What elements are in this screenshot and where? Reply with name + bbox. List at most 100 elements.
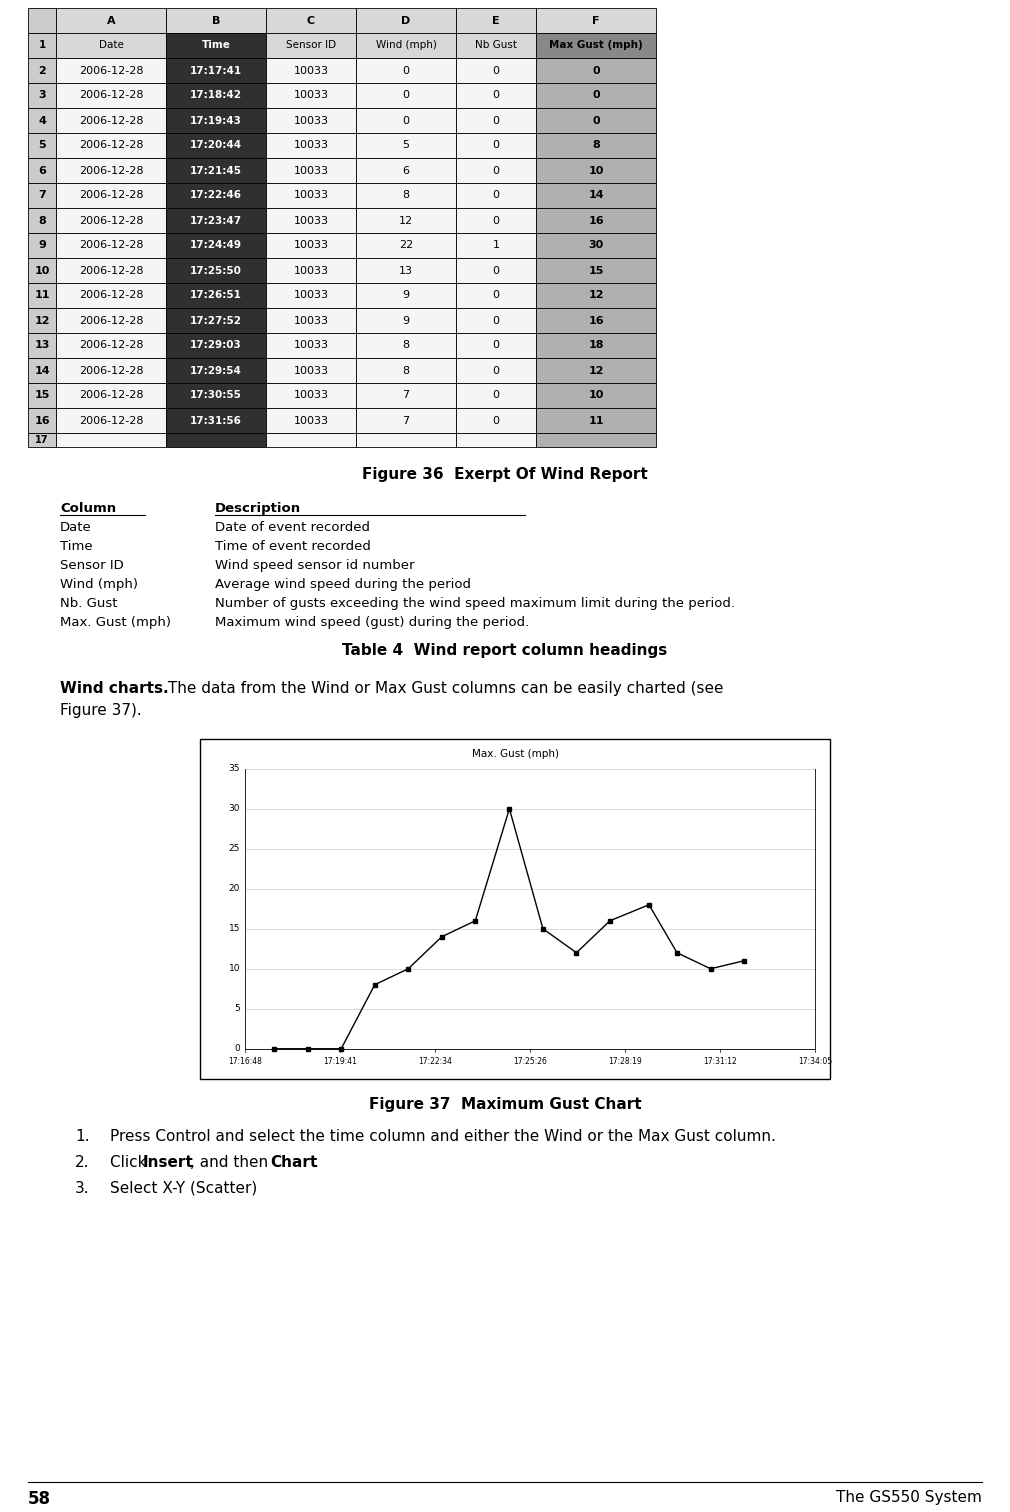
Bar — [356, 259, 456, 283]
Text: 2006-12-28: 2006-12-28 — [79, 366, 143, 375]
Text: Figure 37).: Figure 37). — [60, 703, 141, 718]
Bar — [166, 133, 266, 157]
Bar — [456, 209, 536, 233]
Bar — [536, 383, 656, 408]
Bar — [28, 383, 56, 408]
Bar — [356, 8, 456, 33]
Text: 7: 7 — [38, 191, 45, 201]
Text: 17:16:48: 17:16:48 — [228, 1057, 262, 1066]
Text: 4: 4 — [38, 115, 45, 125]
Text: 0: 0 — [493, 165, 500, 175]
Bar — [456, 432, 536, 446]
Text: Average wind speed during the period: Average wind speed during the period — [215, 578, 471, 591]
Text: 10033: 10033 — [294, 115, 328, 125]
Bar — [536, 333, 656, 358]
Text: Wind speed sensor id number: Wind speed sensor id number — [215, 559, 414, 572]
Text: 18: 18 — [588, 340, 604, 351]
Text: 0: 0 — [592, 91, 600, 100]
Bar — [456, 83, 536, 107]
Text: 10033: 10033 — [294, 240, 328, 251]
Bar — [536, 83, 656, 107]
Bar — [456, 33, 536, 57]
Text: 7: 7 — [402, 390, 410, 401]
Bar — [266, 133, 356, 157]
Bar — [356, 107, 456, 133]
Text: 17:26:51: 17:26:51 — [190, 290, 242, 301]
Bar — [166, 432, 266, 446]
Bar — [266, 8, 356, 33]
Text: 16: 16 — [588, 216, 604, 225]
Text: Wind (mph): Wind (mph) — [376, 41, 436, 50]
Text: 12: 12 — [588, 366, 604, 375]
Text: 17:25:50: 17:25:50 — [190, 266, 242, 275]
Text: 17:21:45: 17:21:45 — [190, 165, 242, 175]
Text: 0: 0 — [493, 191, 500, 201]
Bar — [266, 333, 356, 358]
Text: 0: 0 — [403, 91, 409, 100]
Text: 14: 14 — [34, 366, 49, 375]
Text: Maximum wind speed (gust) during the period.: Maximum wind speed (gust) during the per… — [215, 615, 529, 629]
Text: Time of event recorded: Time of event recorded — [215, 540, 371, 553]
Bar — [266, 33, 356, 57]
Text: D: D — [401, 15, 411, 26]
Text: 17:17:41: 17:17:41 — [190, 65, 242, 76]
Text: 17:30:55: 17:30:55 — [190, 390, 242, 401]
Text: 0: 0 — [493, 366, 500, 375]
Bar — [166, 57, 266, 83]
Text: 16: 16 — [34, 416, 49, 425]
Bar — [166, 83, 266, 107]
Text: 9: 9 — [38, 240, 45, 251]
Bar — [456, 133, 536, 157]
Bar — [166, 283, 266, 308]
Text: 3: 3 — [38, 91, 45, 100]
Bar — [28, 259, 56, 283]
Bar — [28, 233, 56, 259]
Text: 25: 25 — [228, 844, 240, 853]
Text: 17:19:43: 17:19:43 — [190, 115, 242, 125]
Text: 0: 0 — [403, 65, 409, 76]
Text: 0: 0 — [493, 141, 500, 151]
Bar — [536, 408, 656, 432]
Text: 2006-12-28: 2006-12-28 — [79, 316, 143, 325]
Text: 2006-12-28: 2006-12-28 — [79, 416, 143, 425]
Bar — [166, 333, 266, 358]
Bar — [56, 259, 166, 283]
Text: 12: 12 — [588, 290, 604, 301]
Bar — [166, 358, 266, 383]
Bar — [536, 358, 656, 383]
Bar — [356, 432, 456, 446]
Bar — [28, 57, 56, 83]
Text: Nb Gust: Nb Gust — [475, 41, 517, 50]
Text: Time: Time — [60, 540, 93, 553]
Bar — [166, 209, 266, 233]
Bar — [56, 358, 166, 383]
Text: 2006-12-28: 2006-12-28 — [79, 141, 143, 151]
Bar — [456, 383, 536, 408]
Text: The GS550 System: The GS550 System — [836, 1489, 982, 1504]
Text: 0: 0 — [493, 115, 500, 125]
Text: 13: 13 — [34, 340, 49, 351]
Bar — [356, 233, 456, 259]
Text: 17:18:42: 17:18:42 — [190, 91, 242, 100]
Bar — [266, 432, 356, 446]
Bar — [56, 408, 166, 432]
Text: 0: 0 — [493, 266, 500, 275]
Text: 0: 0 — [403, 115, 409, 125]
Text: 14: 14 — [588, 191, 604, 201]
Text: 2006-12-28: 2006-12-28 — [79, 290, 143, 301]
Text: 11: 11 — [34, 290, 49, 301]
Text: 17:29:54: 17:29:54 — [190, 366, 242, 375]
Text: 10033: 10033 — [294, 65, 328, 76]
Bar — [266, 83, 356, 107]
Bar — [456, 8, 536, 33]
Text: Description: Description — [215, 502, 301, 514]
Text: 10033: 10033 — [294, 390, 328, 401]
Text: 6: 6 — [403, 165, 409, 175]
Bar — [456, 233, 536, 259]
Bar — [536, 432, 656, 446]
Bar — [28, 83, 56, 107]
Text: 2006-12-28: 2006-12-28 — [79, 65, 143, 76]
Text: 0: 0 — [234, 1045, 240, 1054]
Text: Nb. Gust: Nb. Gust — [60, 597, 117, 609]
Bar — [356, 209, 456, 233]
